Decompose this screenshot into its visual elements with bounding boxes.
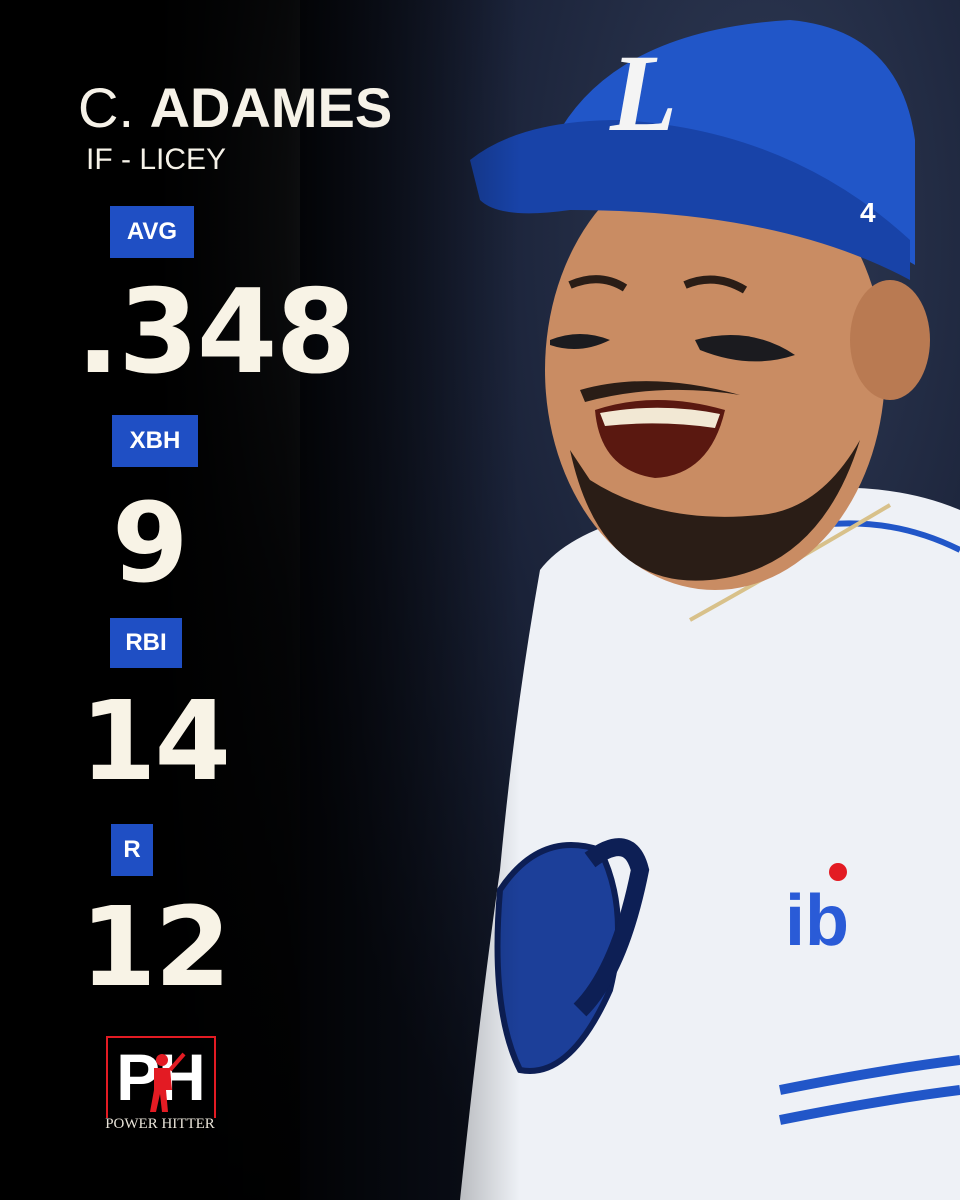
stat-value: 9	[112, 479, 189, 607]
player-position-team: IF - LICEY	[86, 143, 227, 176]
logo-frame	[106, 1036, 216, 1118]
power-hitter-logo: PH POWER HITTER	[102, 1036, 220, 1156]
player-name: C. ADAMES	[78, 78, 392, 138]
stat-label-badge: AVG	[110, 206, 194, 258]
svg-text:L: L	[609, 32, 677, 154]
stat-label-badge: RBI	[110, 618, 182, 668]
left-gradient-overlay	[0, 0, 520, 1200]
stat-value: 12	[80, 883, 231, 1011]
stat-value: 14	[80, 677, 231, 805]
stat-label-badge: XBH	[112, 415, 198, 467]
stat-value: .348	[76, 265, 356, 400]
player-last-name: ADAMES	[149, 76, 393, 139]
logo-wordmark: POWER HITTER	[105, 1116, 215, 1132]
player-first-initial: C.	[78, 76, 134, 139]
svg-text:4: 4	[860, 197, 876, 228]
svg-text:ib: ib	[785, 881, 849, 961]
stat-label-badge: R	[111, 824, 153, 876]
batter-silhouette-icon	[150, 1052, 186, 1112]
player-photo: ib L 4	[460, 20, 960, 1200]
